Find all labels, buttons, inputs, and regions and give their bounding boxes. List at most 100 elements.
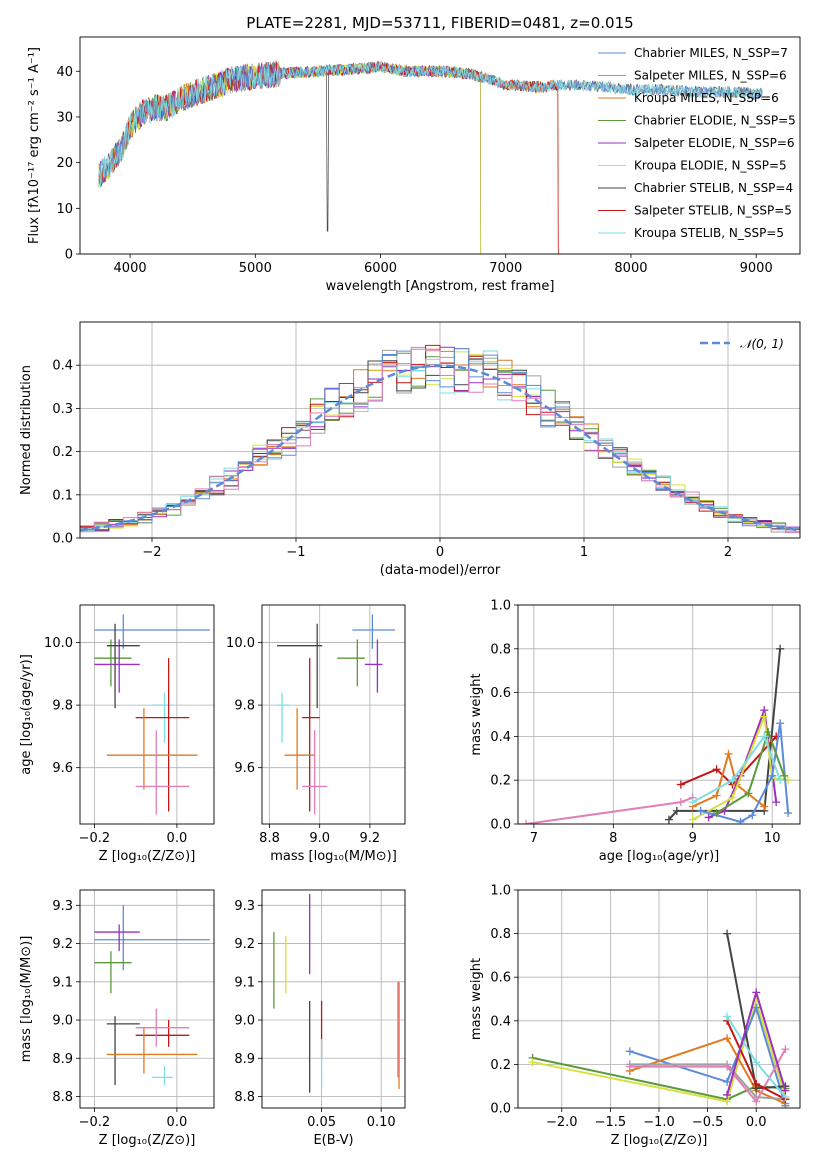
tick-label-y: 9.1 (234, 975, 255, 990)
legend-label: Kroupa ELODIE, N_SSP=5 (634, 159, 787, 173)
tick-label-y: 9.1 (52, 975, 73, 990)
weight-marker-kroupa_miles (760, 802, 769, 811)
weight-marker-pink (781, 1045, 790, 1054)
x-axis-label: Z [log₁₀(Z/Z⊙)] (611, 1133, 708, 1148)
legend-label: Chabrier STELIB, N_SSP=4 (634, 181, 793, 195)
tick-label-y: 0.2 (490, 774, 511, 789)
weight-marker-pink (723, 1062, 732, 1071)
panel-age-vs-mass: 8.8 9.0 9.2 9.6 9.8 10.0 mass [log₁₀(M/M⊙)] (226, 604, 406, 864)
weight-line-pink (629, 1048, 787, 1104)
tick-label-y: 0.0 (490, 818, 511, 833)
tick-label-y: 0.3 (52, 402, 73, 417)
tick-label-y: 8.8 (52, 1090, 73, 1105)
tick-label-y: 0.4 (52, 359, 73, 374)
legend-label: Salpeter ELODIE, N_SSP=6 (634, 136, 795, 150)
tick-label-y: 9.0 (52, 1014, 73, 1029)
tick-label-y: 9.2 (52, 937, 73, 952)
legend-spectrum: Chabrier MILES, N_SSP=7 Salpeter MILES, N… (598, 46, 796, 240)
weight-marker-kroupa_stelib (752, 1058, 761, 1067)
plot-area-mass-weight-vs-Z (528, 929, 790, 1108)
tick-label-x: 7 (530, 831, 538, 846)
tick-label-y: 9.8 (52, 699, 73, 714)
plot-area-spectrum (98, 60, 763, 254)
weight-marker-chabrier_miles (784, 809, 793, 818)
tick-label-x: 2 (724, 545, 732, 560)
weight-marker-salpeter_elodie (772, 798, 781, 807)
tick-label-x: −1 (286, 545, 305, 560)
axes-frame-residuals (79, 321, 801, 539)
tick-label-y: 1.0 (490, 884, 511, 899)
tick-label-x: 9.2 (360, 831, 381, 846)
tick-label-x: 0 (436, 545, 444, 560)
weight-marker-kroupa_miles (712, 791, 721, 800)
grid-age-vs-Z (80, 605, 214, 824)
legend-label: Salpeter STELIB, N_SSP=5 (634, 204, 792, 218)
weight-marker-chabrier_elodie (744, 789, 753, 798)
tick-label-y: 9.6 (52, 761, 73, 776)
tick-label-y: 0.0 (52, 532, 73, 547)
tick-label-y: 0.2 (490, 1058, 511, 1073)
tick-label-x: 9000 (740, 261, 773, 276)
tick-label-x: 8 (609, 831, 617, 846)
tick-label-y: 10 (56, 202, 73, 217)
y-axis-label: Normed distribution (19, 365, 34, 495)
axes-frame-mass-weight-vs-Z (517, 889, 801, 1109)
weight-marker-chabrier_miles (736, 817, 745, 824)
tick-label-y: 0.0 (490, 1102, 511, 1117)
weight-marker-chabrier_stelib (672, 806, 681, 815)
weight-line-chabrier_elodie (716, 728, 786, 814)
weight-marker-salpeter_elodie (704, 813, 713, 822)
tick-label-y: 9.8 (234, 699, 255, 714)
plot-area-mass-weight-vs-age (521, 644, 793, 824)
weight-marker-pink (752, 1097, 761, 1106)
panel-age-vs-Z: −0.2 0.0 9.6 9.8 10.0 Z [log₁₀(Z/Z⊙)] age [log… (19, 604, 215, 864)
tick-label-y: 20 (56, 156, 73, 171)
tick-label-x: −2.0 (546, 1115, 578, 1130)
weight-marker-chabrier_elodie (712, 809, 721, 818)
tick-label-y: 40 (56, 65, 73, 80)
histogram-pink (80, 348, 800, 533)
tick-label-x: 9.0 (309, 831, 330, 846)
grid-mass-vs-Z (80, 890, 214, 1108)
weight-line-kroupa_stelib (692, 734, 782, 803)
weight-marker-chabrier_miles (748, 811, 757, 820)
weight-marker-kroupa_elodie (760, 712, 769, 721)
legend-label: Kroupa MILES, N_SSP=6 (634, 91, 779, 105)
tick-label-x: 0.05 (307, 1115, 336, 1130)
legend-residuals: 𝒩(0, 1) (700, 337, 784, 351)
tick-label-x: 8.8 (259, 831, 280, 846)
x-axis-label: E(B-V) (313, 1133, 353, 1148)
grid-age-vs-mass (262, 605, 405, 824)
weight-marker-chabrier_miles (625, 1047, 634, 1056)
tick-label-y: 0.6 (490, 686, 511, 701)
x-axis-label: age [log₁₀(age/yr)] (599, 849, 720, 864)
weight-marker-kroupa_stelib (760, 732, 769, 741)
weight-marker-chabrier_miles (776, 719, 785, 728)
plot-area-mass-vs-Z (94, 905, 210, 1086)
tick-label-y: 0.2 (52, 445, 73, 460)
weight-marker-kroupa_stelib (728, 776, 737, 785)
weight-marker-salpeter_elodie (752, 988, 761, 997)
weight-marker-pink (676, 798, 685, 807)
tick-label-x: 0.0 (167, 831, 188, 846)
weight-marker-salpeter_elodie (723, 1090, 732, 1099)
weight-marker-salpeter_stelib (752, 1080, 761, 1089)
weight-marker-kroupa_elodie (528, 1058, 537, 1067)
weight-marker-salpeter_stelib (676, 780, 685, 789)
tick-label-y: 30 (56, 110, 73, 125)
tick-label-x: 1 (580, 545, 588, 560)
grid-mass-weight-vs-age (518, 604, 800, 825)
tick-label-y: 8.9 (234, 1052, 255, 1067)
x-axis-label: wavelength [Angstrom, rest frame] (326, 279, 555, 294)
weight-marker-kroupa_stelib (688, 798, 697, 807)
gaussian-curve (80, 364, 800, 532)
weight-marker-kroupa_elodie (688, 815, 697, 824)
tick-label-x: 6000 (364, 261, 397, 276)
plot-area-age-vs-mass (277, 614, 395, 815)
plot-area-residuals (80, 344, 800, 533)
axes-frame-spectrum (79, 36, 801, 255)
tick-label-y: 0.1 (52, 488, 73, 503)
tick-label-x: −0.2 (79, 1115, 111, 1130)
tick-label-x: −2 (142, 545, 161, 560)
